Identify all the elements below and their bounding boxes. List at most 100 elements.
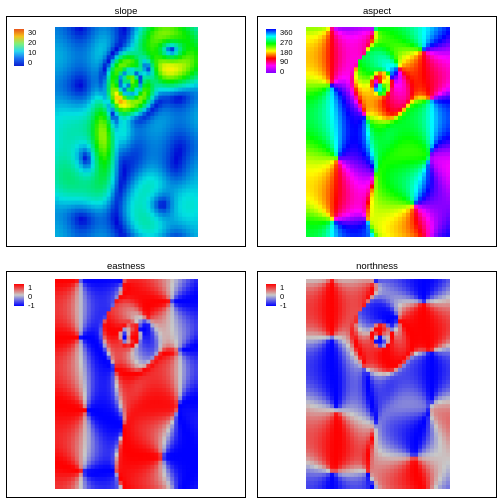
raster-cell-0 [90, 123, 96, 129]
raster-cell-0 [150, 148, 155, 153]
raster-cell-0 [98, 67, 104, 73]
raster-cell-1 [398, 200, 403, 206]
raster-cell-1 [402, 43, 407, 48]
raster-cell-2 [190, 307, 195, 312]
raster-cell-2 [166, 335, 171, 341]
raster-cell-1 [438, 127, 443, 133]
raster-cell-0 [150, 35, 155, 40]
raster-cell-1 [446, 27, 450, 32]
raster-cell-1 [446, 31, 450, 36]
raster-cell-2 [146, 295, 151, 300]
raster-cell-0 [146, 47, 151, 52]
raster-cell-1 [390, 188, 395, 194]
raster-cell-0 [106, 152, 112, 157]
raster-cell-0 [126, 39, 132, 44]
raster-cell-1 [434, 232, 439, 237]
raster-cell-0 [146, 43, 151, 48]
raster-cell-0 [130, 216, 136, 222]
raster-cell-0 [166, 31, 171, 36]
raster-cell-2 [190, 404, 195, 409]
raster-cell-0 [58, 232, 64, 237]
raster-cell-1 [402, 140, 407, 145]
raster-cell-1 [398, 224, 403, 230]
raster-cell-2 [62, 404, 68, 409]
raster-cell-1 [326, 83, 331, 89]
raster-cell-0 [138, 119, 143, 125]
raster-cell-0 [66, 103, 72, 109]
raster-cell-0 [190, 71, 195, 77]
raster-cell-1 [418, 184, 423, 190]
raster-cell-0 [138, 39, 143, 44]
raster-cell-1 [442, 119, 447, 125]
raster-cell-0 [162, 111, 167, 117]
raster-cell-0 [66, 220, 72, 226]
raster-cell-1 [402, 196, 407, 202]
raster-cell-0 [126, 228, 132, 234]
raster-cell-2 [142, 371, 147, 377]
raster-cell-0 [170, 152, 175, 157]
raster-cell-2 [186, 343, 191, 349]
raster-cell-2 [58, 303, 64, 308]
raster-cell-1 [390, 172, 395, 178]
raster-cell-1 [374, 119, 379, 125]
raster-cell-2 [70, 388, 76, 393]
raster-cell-0 [70, 148, 76, 153]
raster-cell-0 [174, 91, 179, 97]
raster-cell-0 [114, 144, 120, 149]
raster-cell-1 [430, 111, 435, 117]
raster-cell-1 [330, 172, 335, 178]
raster-cell-0 [122, 107, 128, 113]
raster-cell-0 [118, 224, 124, 230]
raster-cell-1 [402, 212, 407, 218]
raster-cell-0 [146, 87, 151, 93]
raster-cell-2 [174, 384, 179, 389]
raster-cell-2 [110, 283, 116, 288]
raster-cell-0 [182, 99, 187, 105]
raster-cell-1 [378, 71, 383, 77]
raster-cell-2 [182, 392, 187, 397]
raster-cell-2 [130, 396, 136, 401]
raster-cell-0 [106, 95, 112, 101]
raster-cell-2 [190, 384, 195, 389]
raster-cell-2 [154, 299, 159, 304]
raster-cell-1 [318, 55, 323, 60]
raster-cell-1 [362, 208, 367, 214]
raster-cell-0 [154, 115, 159, 121]
raster-cell-2 [74, 339, 80, 345]
raster-cell-1 [322, 144, 327, 149]
raster-cell-0 [114, 43, 120, 48]
raster-cell-2 [98, 311, 104, 316]
raster-cell-1 [394, 95, 399, 101]
raster-cell-0 [94, 184, 100, 190]
raster-cell-0 [114, 79, 120, 85]
raster-cell-1 [326, 75, 331, 81]
raster-cell-2 [170, 311, 175, 316]
raster-cell-0 [162, 180, 167, 186]
raster-cell-1 [394, 51, 399, 56]
raster-cell-2 [122, 299, 128, 304]
raster-cell-1 [330, 75, 335, 81]
raster-cell-0 [66, 140, 72, 145]
raster-cell-0 [102, 176, 108, 182]
raster-cell-2 [166, 379, 171, 385]
raster-cell-1 [330, 176, 335, 182]
raster-cell-0 [182, 63, 187, 68]
raster-cell-1 [422, 123, 427, 129]
raster-cell-2 [134, 379, 140, 385]
raster-cell-0 [154, 67, 159, 73]
raster-cell-0 [158, 71, 163, 77]
raster-cell-0 [126, 208, 132, 214]
raster-cell-1 [426, 164, 431, 169]
raster-cell-2 [178, 287, 183, 292]
raster-cell-1 [430, 63, 435, 68]
raster-cell-1 [346, 220, 351, 226]
raster-cell-0 [182, 196, 187, 202]
raster-cell-1 [362, 71, 367, 77]
raster-cell-0 [70, 152, 76, 157]
raster-cell-0 [182, 216, 187, 222]
raster-cell-0 [146, 35, 151, 40]
raster-cell-1 [378, 111, 383, 117]
raster-cell-1 [366, 55, 371, 60]
raster-cell-1 [430, 168, 435, 173]
raster-cell-2 [154, 396, 159, 401]
